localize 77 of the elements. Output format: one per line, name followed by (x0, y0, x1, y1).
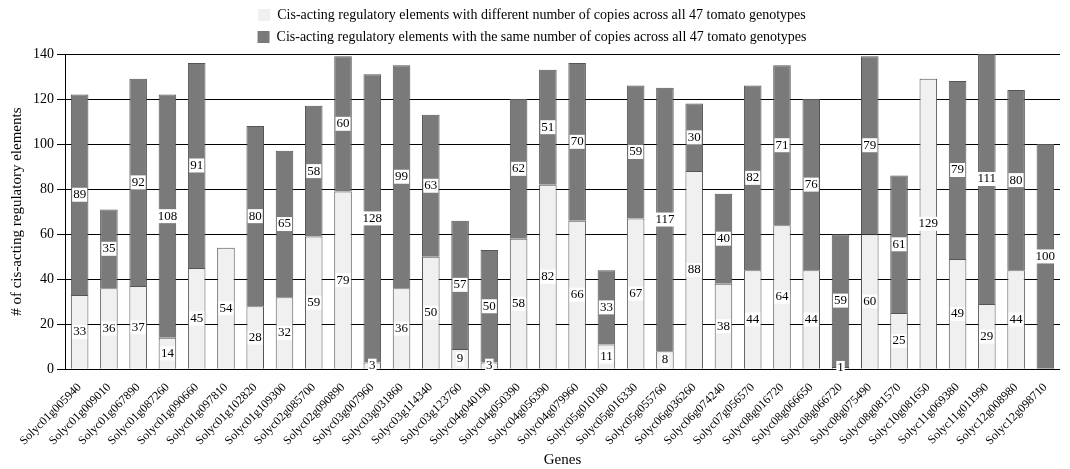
data-label: 60 (863, 292, 877, 308)
data-label: 1 (837, 359, 844, 375)
data-label: 3 (369, 357, 376, 373)
data-label: 70 (570, 133, 584, 149)
data-label: 80 (248, 207, 262, 223)
legend-label: Cis-acting regulatory elements with the same number of copies across all 47 tomato genotypes (276, 28, 807, 44)
data-label: 14 (160, 344, 175, 360)
data-label: 71 (775, 136, 789, 152)
data-label: 58 (512, 295, 526, 311)
data-label: 40 (716, 230, 730, 246)
data-label: 37 (131, 318, 146, 334)
y-tick-label: 100 (33, 135, 54, 151)
data-label: 100 (1035, 247, 1056, 263)
y-tick-label: 80 (40, 180, 54, 196)
data-label: 76 (804, 176, 819, 192)
data-label: 8 (661, 351, 669, 367)
data-label: 67 (629, 285, 643, 301)
y-axis-title: # of cis-acting regulatory elements (7, 107, 24, 316)
data-label: 79 (951, 161, 965, 177)
data-label: 25 (892, 332, 906, 348)
y-tick-label: 40 (40, 270, 54, 286)
data-label: 3 (486, 357, 493, 373)
data-label: 32 (277, 324, 291, 340)
data-label: 30 (687, 128, 701, 144)
data-label: 44 (1009, 310, 1024, 326)
data-label: 9 (456, 350, 464, 366)
data-label: 45 (190, 309, 204, 325)
data-label: 44 (746, 310, 760, 326)
data-label: 79 (863, 136, 877, 152)
data-label: 59 (307, 294, 321, 310)
data-label: 35 (102, 240, 116, 256)
data-label: 36 (395, 319, 409, 335)
data-label: 64 (775, 288, 789, 304)
data-label: 89 (73, 186, 87, 202)
data-label: 129 (918, 215, 939, 231)
data-label: 80 (1009, 171, 1023, 187)
data-label: 111 (977, 170, 997, 186)
data-label: 88 (687, 261, 701, 277)
data-label: 99 (395, 168, 409, 184)
data-label: 82 (541, 268, 555, 284)
data-label: 54 (219, 299, 233, 315)
data-label: 51 (541, 118, 555, 134)
data-label: 38 (716, 317, 730, 333)
data-label: 128 (362, 209, 383, 225)
data-label: 36 (102, 319, 116, 335)
data-label: 49 (951, 305, 965, 321)
data-label: 50 (482, 297, 496, 313)
y-tick-label: 140 (33, 45, 54, 61)
data-label: 82 (746, 169, 760, 185)
data-label: 92 (131, 173, 145, 189)
data-label: 66 (570, 286, 585, 302)
data-label: 108 (157, 207, 178, 223)
data-label: 58 (307, 162, 321, 178)
data-label: 59 (629, 143, 643, 159)
data-label: 62 (512, 160, 526, 176)
x-axis-title: Genes (543, 450, 582, 467)
data-label: 57 (453, 276, 468, 292)
data-label: 33 (73, 323, 87, 339)
data-label: 60 (336, 115, 350, 131)
data-label: 11 (600, 348, 613, 364)
y-tick-label: 60 (40, 225, 54, 241)
data-label: 50 (424, 304, 438, 320)
data-label: 79 (336, 271, 350, 287)
data-label: 59 (834, 292, 848, 308)
y-tick-label: 20 (40, 315, 54, 331)
y-tick-label: 120 (33, 90, 54, 106)
data-label: 117 (655, 210, 675, 226)
data-label: 33 (599, 298, 613, 314)
data-label: 28 (248, 328, 262, 344)
y-tick-label: 0 (47, 360, 54, 376)
data-label: 29 (980, 327, 994, 343)
data-label: 91 (190, 156, 204, 172)
data-label: 44 (804, 310, 819, 326)
data-label: 61 (892, 235, 906, 251)
data-label: 63 (424, 177, 438, 193)
legend-label: Cis-acting regulatory elements with different number of copies across all 47 tomato genotypes (277, 6, 806, 22)
data-label: 65 (277, 215, 291, 231)
